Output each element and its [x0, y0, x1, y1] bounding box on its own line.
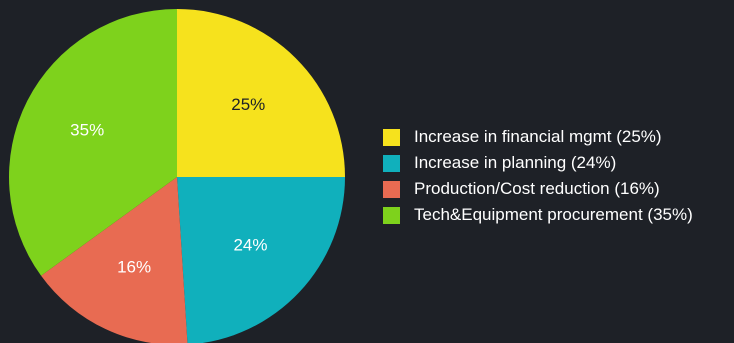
legend-swatch [383, 180, 400, 198]
legend-item-planning: Increase in planning (24%) [383, 150, 693, 176]
pie-chart-plot: 25% 24% 16% 35% [9, 9, 345, 343]
slice-label-cost-reduction: 16% [117, 258, 151, 277]
legend-label: Tech&Equipment procurement (35%) [414, 205, 693, 224]
legend-item-tech-equipment: Tech&Equipment procurement (35%) [383, 202, 693, 228]
legend-swatch [383, 154, 400, 172]
pie-slice-labels: 25% 24% 16% 35% [70, 95, 267, 276]
legend: Increase in financial mgmt (25%) Increas… [383, 124, 693, 228]
legend-item-cost-reduction: Production/Cost reduction (16%) [383, 176, 693, 202]
pie-slices [9, 9, 345, 343]
pie-slice-cost-reduction [41, 177, 188, 343]
legend-label: Increase in financial mgmt (25%) [414, 127, 662, 146]
legend-item-financial-mgmt: Increase in financial mgmt (25%) [383, 124, 693, 150]
legend-swatch [383, 206, 400, 224]
legend-label: Production/Cost reduction (16%) [414, 179, 660, 198]
pie-slice-financial-mgmt [177, 9, 345, 177]
legend-label: Increase in planning (24%) [414, 153, 617, 172]
slice-label-financial-mgmt: 25% [231, 95, 265, 114]
slice-label-tech-equipment: 35% [70, 121, 104, 140]
pie-slice-planning [177, 177, 345, 343]
pie-slice-tech-equipment [9, 9, 177, 276]
legend-swatch [383, 128, 400, 146]
slice-label-planning: 24% [233, 235, 267, 254]
